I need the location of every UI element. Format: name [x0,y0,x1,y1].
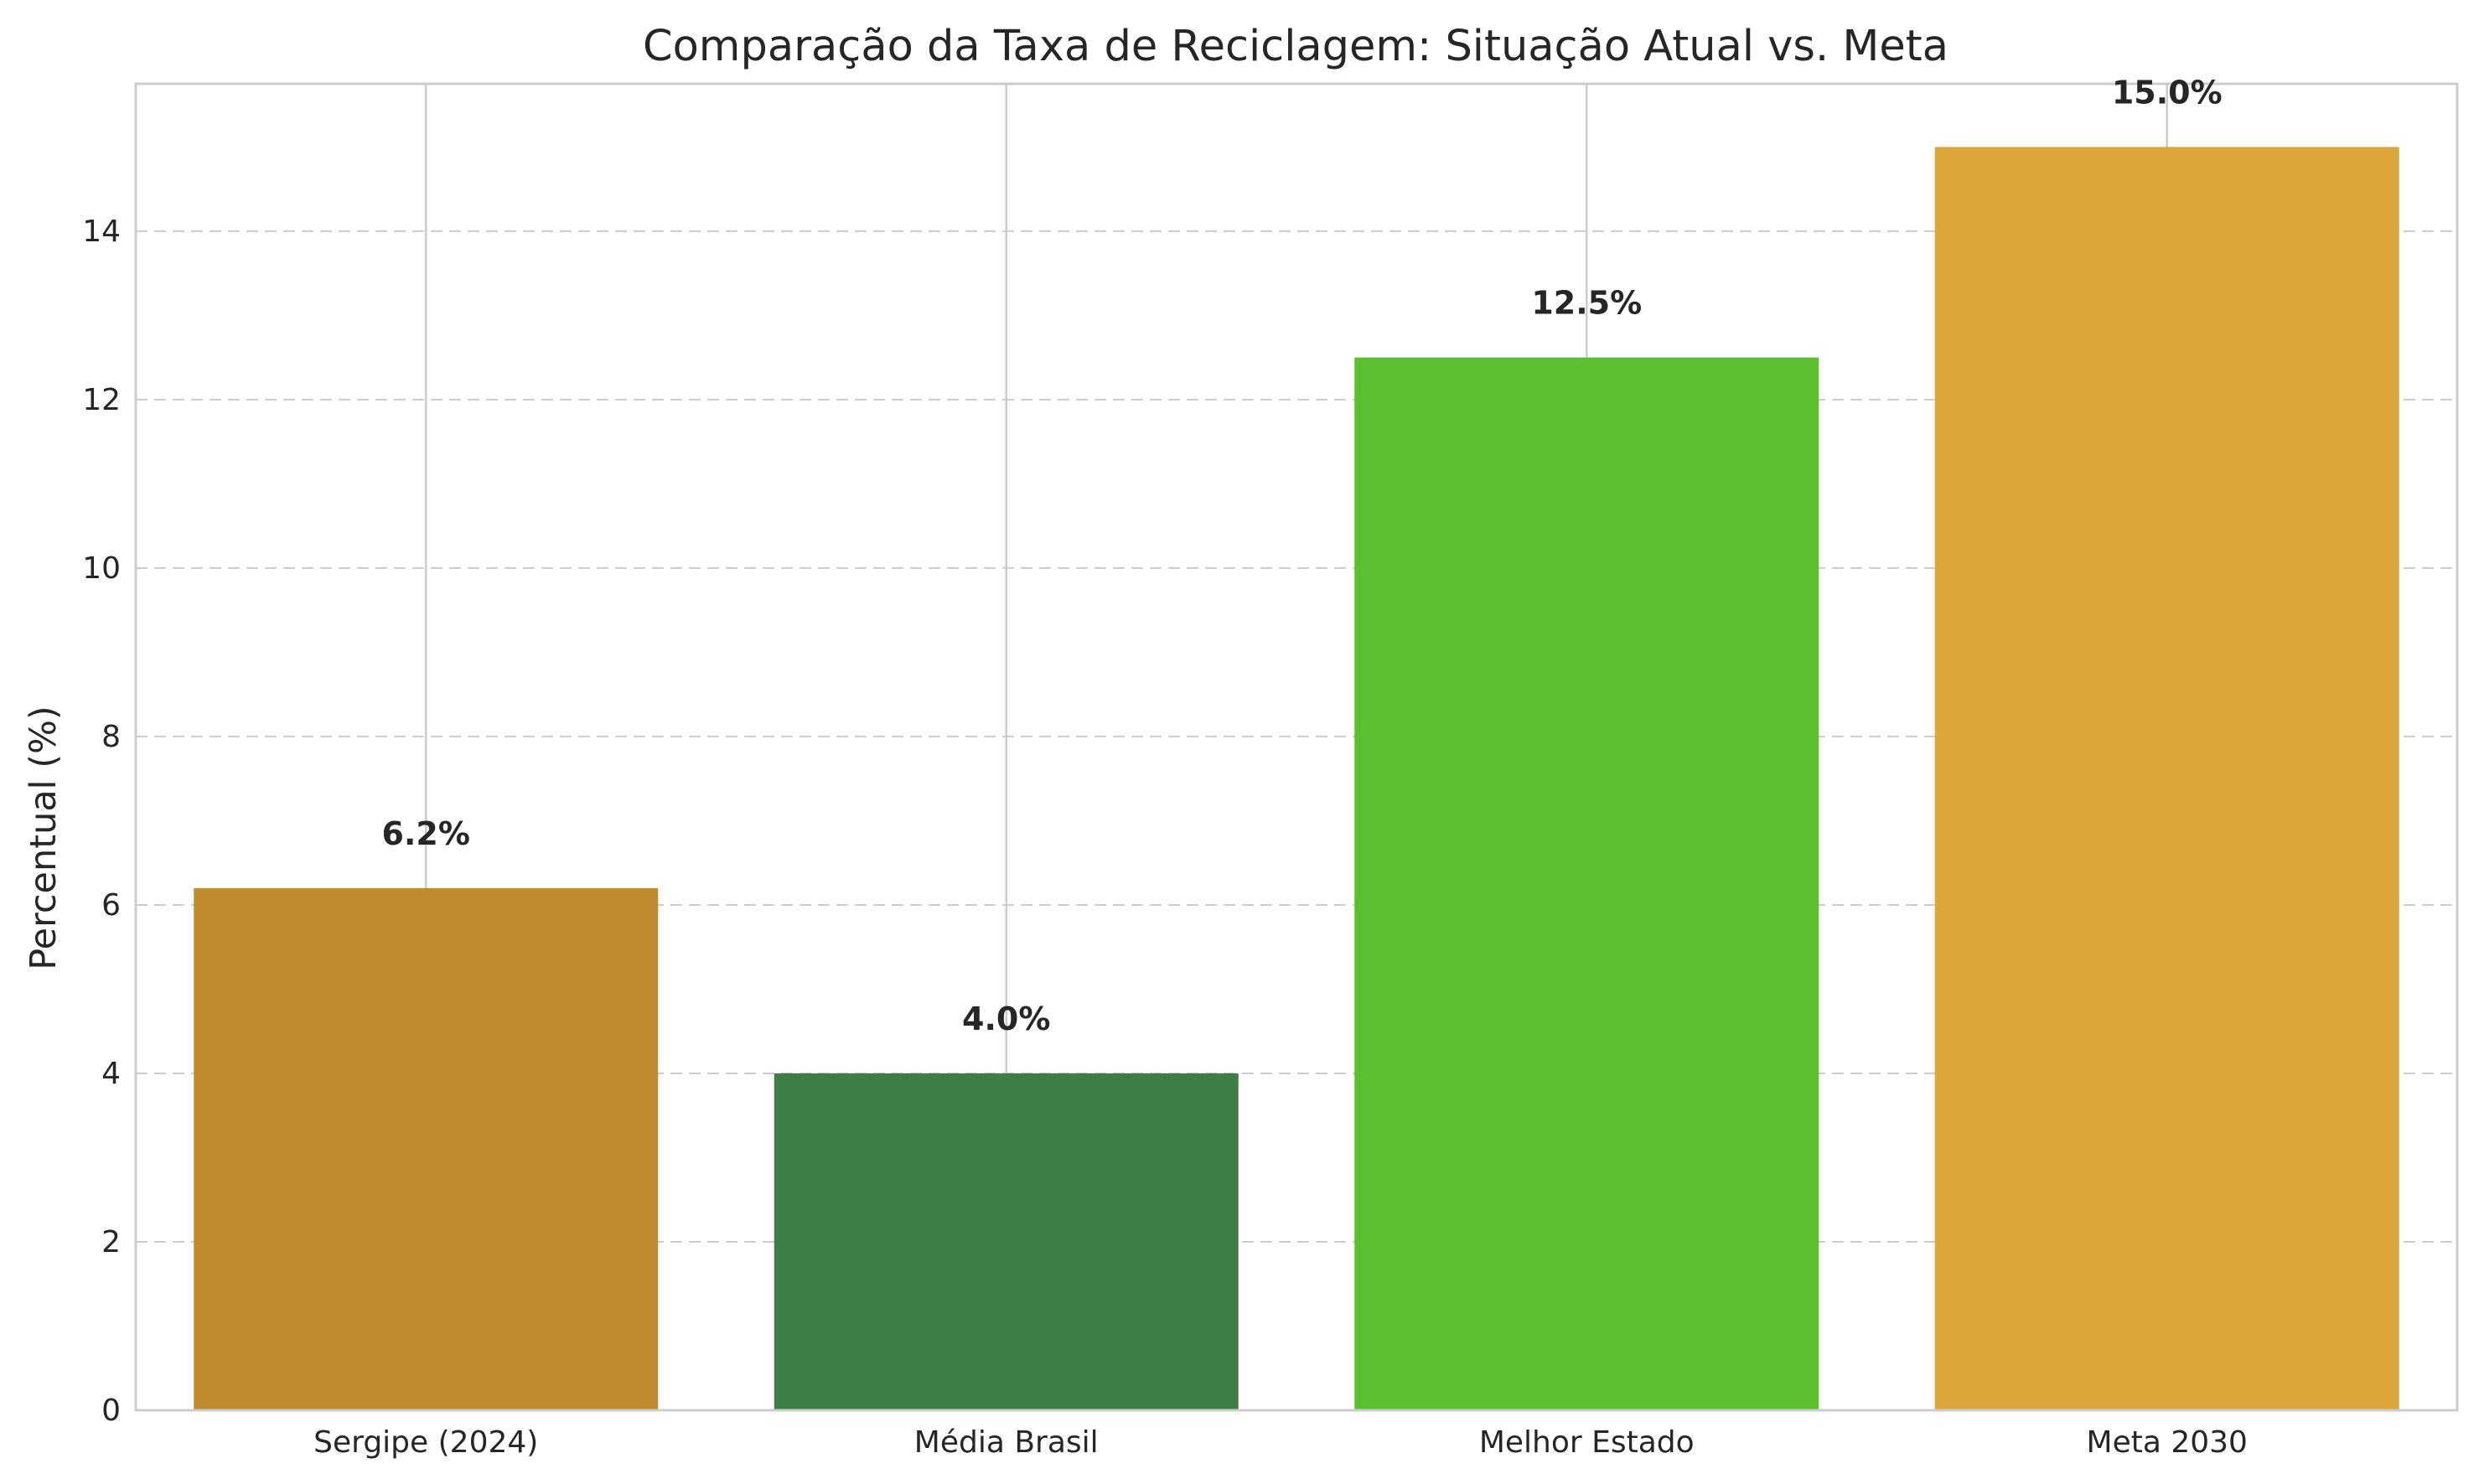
chart-title: Comparação da Taxa de Reciclagem: Situaç… [643,22,1948,71]
plot-frame [134,82,2459,1412]
bar [774,1073,1239,1410]
y-tick-label: 8 [101,720,121,754]
y-tick-label: 4 [101,1057,121,1091]
bar-value-label: 12.5% [1531,285,1642,322]
y-tick-label: 14 [82,215,121,249]
x-tick-label: Meta 2030 [2087,1425,2248,1460]
bar-value-label: 4.0% [962,1001,1050,1037]
bar-value-label: 6.2% [382,815,470,852]
y-tick-label: 6 [101,888,121,923]
bar [1354,357,1819,1411]
y-axis-ticks: 0 2 4 6 8 10 12 14 [82,215,121,1428]
x-tick-label: Média Brasil [914,1425,1099,1460]
x-tick-label: Melhor Estado [1479,1425,1695,1460]
x-axis-ticks: Sergipe (2024) Média Brasil Melhor Estado M… [313,1425,2248,1460]
data-labels: 6.2% 4.0% 12.5% 15.0% [382,74,2223,1037]
bar [1934,147,2399,1410]
x-tick-label: Sergipe (2024) [313,1425,538,1460]
y-tick-label: 2 [101,1225,121,1259]
bar [194,887,659,1410]
bars [194,147,2399,1411]
y-axis-label: Percentual (%) [23,706,65,970]
bar-value-label: 15.0% [2112,74,2223,111]
y-tick-label: 10 [82,551,121,586]
y-tick-label: 12 [82,383,121,417]
y-tick-label: 0 [101,1394,121,1428]
